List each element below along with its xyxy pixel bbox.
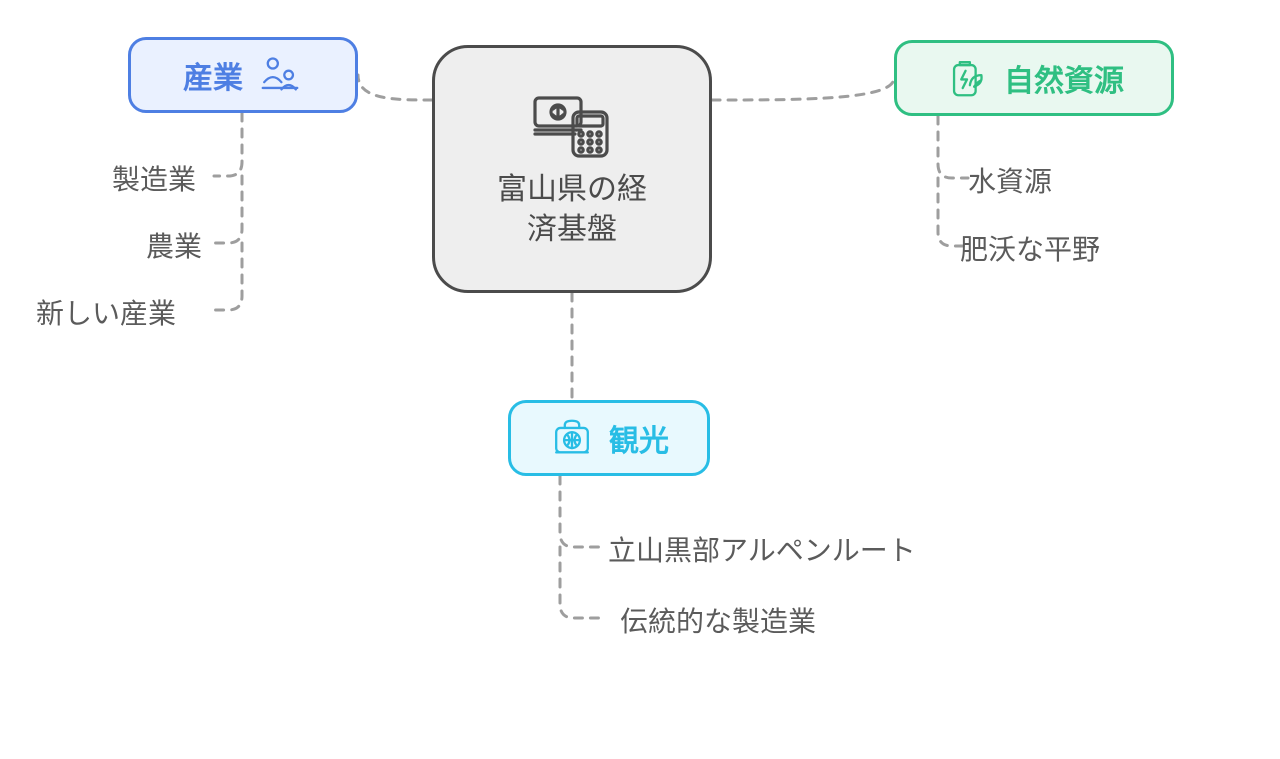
leaf-item: 製造業 — [112, 158, 196, 198]
leaf-item: 立山黒部アルペンルート — [608, 529, 916, 569]
center-node: 富山県の経済基盤 — [432, 45, 712, 293]
branch-label: 自然資源 — [1004, 56, 1124, 100]
branch-industry: 産業 — [128, 37, 358, 113]
people-icon — [257, 52, 303, 98]
leaf-item: 農業 — [146, 225, 202, 265]
branch-label: 観光 — [609, 416, 669, 460]
leaf-item: 肥沃な平野 — [960, 228, 1100, 268]
mindmap-canvas: 富山県の経済基盤 産業 製造業農業新しい産業 自然資源水資源肥沃な平野 — [0, 0, 1280, 759]
money-calc-icon — [527, 88, 617, 160]
globe-bag-icon — [549, 415, 595, 461]
branch-nature: 自然資源 — [894, 40, 1174, 116]
battery-leaf-icon — [944, 55, 990, 101]
leaf-item: 水資源 — [968, 160, 1052, 200]
leaf-item: 伝統的な製造業 — [620, 600, 816, 640]
center-label: 富山県の経済基盤 — [497, 170, 647, 251]
leaf-item: 新しい産業 — [36, 292, 176, 332]
branch-label: 産業 — [183, 53, 243, 97]
branch-tourism: 観光 — [508, 400, 710, 476]
